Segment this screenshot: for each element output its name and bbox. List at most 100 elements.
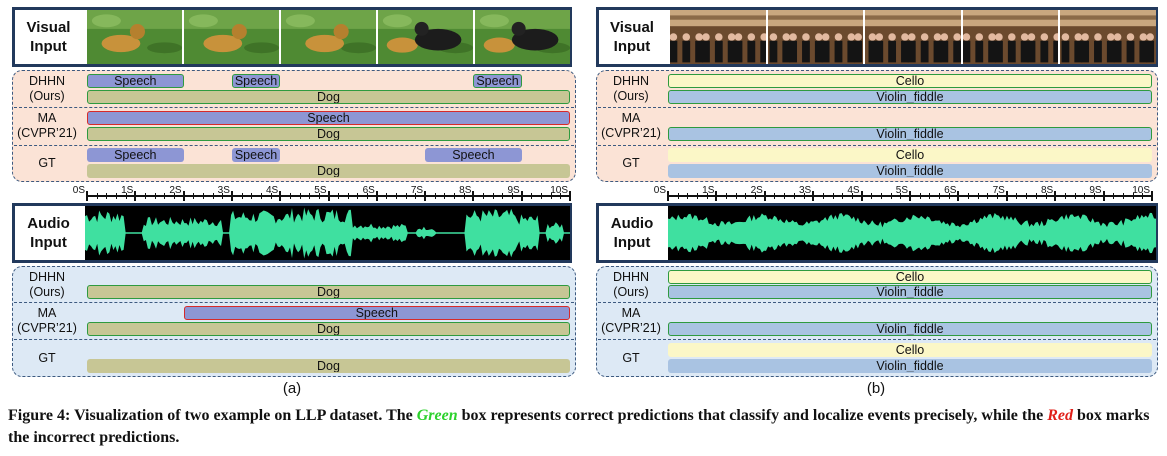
time-minor-tick bbox=[193, 193, 195, 199]
visual-input-label: Visual Input bbox=[610, 19, 654, 55]
time-minor-tick bbox=[541, 193, 543, 199]
time-minor-tick bbox=[309, 193, 311, 199]
time-minor-tick bbox=[1035, 193, 1037, 199]
time-minor-tick bbox=[706, 193, 708, 199]
time-minor-tick bbox=[832, 193, 834, 199]
time-minor-tick bbox=[367, 193, 369, 199]
time-minor-tick bbox=[502, 193, 504, 199]
video-frame-image bbox=[863, 10, 961, 64]
caption-suffix: box marks the incorrect predictions. bbox=[8, 407, 1150, 446]
method-label: GT bbox=[622, 350, 640, 365]
time-tick bbox=[909, 191, 911, 201]
audio-waveform bbox=[85, 206, 570, 260]
time-tick-label: 9S bbox=[1089, 185, 1102, 196]
event-segment-violin-fiddle: Violin_fiddle bbox=[668, 359, 1152, 373]
audio-input-label: Audio Input bbox=[610, 215, 654, 251]
time-tick bbox=[86, 191, 88, 201]
time-tick-label: 8S bbox=[1040, 185, 1054, 196]
time-minor-tick bbox=[434, 193, 436, 199]
time-tick-label: 6S bbox=[362, 185, 375, 196]
event-segment-speech: Speech bbox=[231, 74, 281, 88]
time-minor-tick bbox=[1132, 193, 1134, 199]
time-minor-tick bbox=[774, 193, 776, 199]
method-label: MA (CVPR’21) bbox=[601, 111, 661, 140]
time-minor-tick bbox=[1026, 193, 1028, 199]
method-label: MA (CVPR’21) bbox=[601, 306, 661, 335]
time-tick-label: 0S bbox=[653, 185, 666, 196]
time-tick bbox=[569, 191, 571, 201]
time-minor-tick bbox=[1122, 193, 1124, 199]
time-tick-label: 2S bbox=[169, 185, 182, 196]
video-frame-image bbox=[668, 10, 766, 64]
panel-sublabel: (a) bbox=[282, 380, 302, 397]
time-minor-tick bbox=[900, 193, 902, 199]
time-minor-tick bbox=[512, 193, 514, 199]
time-minor-tick bbox=[405, 193, 407, 199]
time-tick bbox=[279, 191, 282, 201]
time-minor-tick bbox=[793, 193, 795, 199]
time-tick bbox=[812, 191, 815, 201]
time-tick-label: 8S bbox=[459, 185, 472, 196]
time-minor-tick bbox=[531, 193, 533, 199]
time-tick bbox=[375, 191, 378, 201]
time-minor-tick bbox=[687, 193, 689, 199]
time-minor-tick bbox=[164, 193, 166, 199]
time-minor-tick bbox=[289, 193, 291, 199]
time-minor-tick bbox=[677, 193, 679, 199]
event-segment-violin-fiddle: Violin_fiddle bbox=[668, 127, 1152, 141]
event-segment-speech: Speech bbox=[87, 111, 570, 125]
time-tick bbox=[667, 191, 669, 201]
time-tick-label: 7S bbox=[992, 185, 1005, 196]
event-segment-dog: Dog bbox=[87, 285, 570, 299]
time-tick-label: 4S bbox=[265, 185, 279, 196]
method-label: DHHN (Ours) bbox=[612, 269, 650, 299]
time-minor-tick bbox=[948, 193, 950, 199]
time-tick bbox=[763, 191, 766, 201]
audio-event-group bbox=[12, 266, 576, 377]
time-minor-tick bbox=[726, 193, 728, 199]
row-divider bbox=[14, 302, 574, 303]
time-minor-tick bbox=[987, 193, 989, 199]
time-minor-tick bbox=[1113, 193, 1115, 199]
method-label: GT bbox=[622, 155, 640, 170]
time-minor-tick bbox=[260, 193, 262, 199]
audio-waveform bbox=[668, 206, 1156, 260]
time-minor-tick bbox=[154, 193, 156, 199]
time-minor-tick bbox=[144, 193, 146, 199]
method-label: MA (CVPR’21) bbox=[17, 306, 77, 335]
time-minor-tick bbox=[125, 193, 127, 199]
time-minor-tick bbox=[463, 193, 465, 199]
time-minor-tick bbox=[212, 193, 214, 199]
method-label: DHHN (Ours) bbox=[28, 269, 66, 299]
time-minor-tick bbox=[851, 193, 853, 199]
time-minor-tick bbox=[697, 193, 699, 199]
time-tick bbox=[715, 191, 718, 201]
time-minor-tick bbox=[755, 193, 757, 199]
method-label: GT bbox=[38, 155, 56, 170]
event-segment-cello: Cello bbox=[668, 343, 1152, 357]
time-minor-tick bbox=[357, 193, 359, 199]
method-label: MA (CVPR’21) bbox=[17, 111, 77, 140]
video-frame-image bbox=[182, 10, 279, 64]
time-tick bbox=[520, 191, 523, 201]
time-minor-tick bbox=[560, 193, 562, 199]
time-tick bbox=[230, 191, 233, 201]
time-minor-tick bbox=[347, 193, 349, 199]
time-minor-tick bbox=[338, 193, 340, 199]
time-tick bbox=[424, 191, 427, 201]
method-label: DHHN (Ours) bbox=[28, 74, 66, 103]
time-tick-label: 5S bbox=[314, 185, 327, 196]
video-frame-image bbox=[85, 10, 182, 64]
time-minor-tick bbox=[939, 193, 941, 199]
method-label: DHHN (Ours) bbox=[612, 74, 650, 103]
row-divider bbox=[598, 302, 1156, 303]
event-segment-speech: Speech bbox=[231, 148, 281, 162]
caption-middle: box represents correct predictions that … bbox=[457, 407, 1048, 424]
time-minor-tick bbox=[822, 193, 824, 199]
time-minor-tick bbox=[202, 193, 204, 199]
time-minor-tick bbox=[444, 193, 446, 199]
method-label: GT bbox=[38, 350, 56, 365]
event-segment-dog: Dog bbox=[87, 127, 570, 141]
row-divider bbox=[598, 107, 1156, 108]
video-frame-image bbox=[473, 10, 570, 64]
